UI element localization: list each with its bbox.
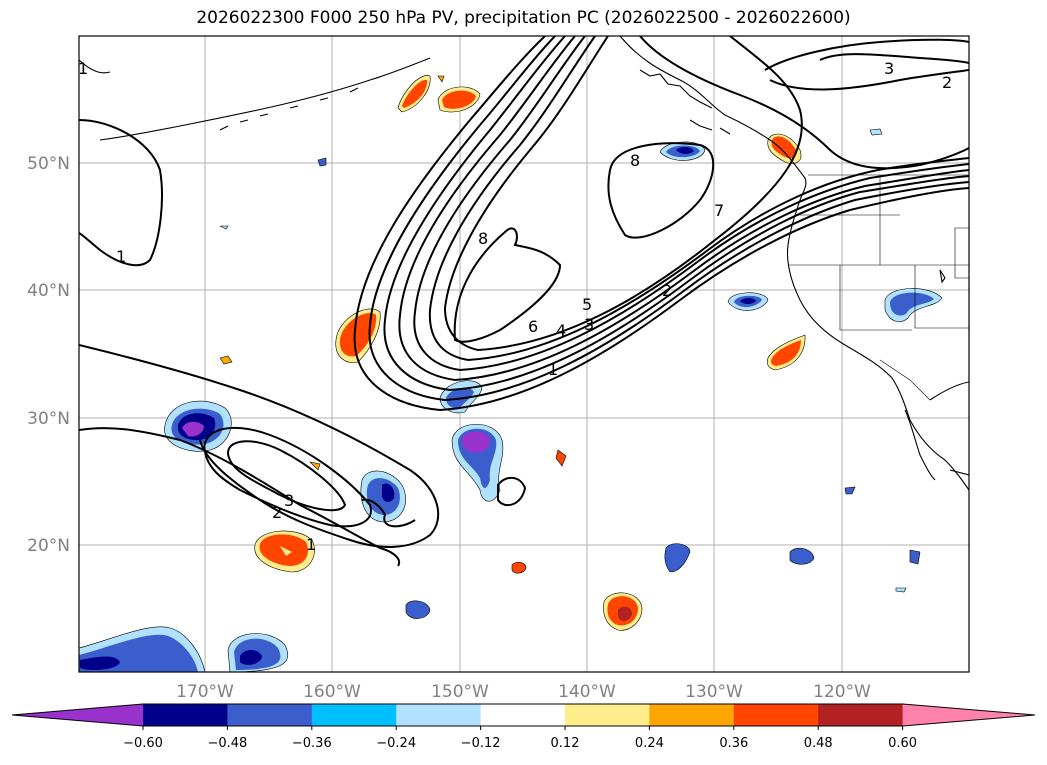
contour-label: 8 xyxy=(478,229,488,248)
map-background xyxy=(79,36,969,672)
positive-anomaly-137w-14n xyxy=(603,592,643,631)
colorbar: −0.60 −0.48 −0.36 −0.24 −0.12 0.12 0.24 0.36 0.4… xyxy=(11,703,1036,751)
contour-label: 2 xyxy=(272,503,282,522)
precipitation-shading xyxy=(79,75,943,672)
contour-label: 6 xyxy=(528,317,538,336)
map-content: 1 1 1 1 2 2 2 3 3 3 4 5 6 7 8 8 xyxy=(78,36,969,672)
negative-anomaly-163w-12n xyxy=(227,633,289,672)
contour-label: 4 xyxy=(556,321,566,340)
colorbar-segment xyxy=(565,704,650,726)
positive-anomaly-125w-34n xyxy=(766,334,806,371)
negative-anomaly-small xyxy=(219,128,921,619)
lon-label-150w: 150°W xyxy=(431,682,489,702)
negative-anomaly-115w-39n xyxy=(884,288,943,323)
contour-label: 5 xyxy=(582,295,592,314)
contour-label: 3 xyxy=(884,59,894,78)
latitude-labels: 50°N 40°N 30°N 20°N xyxy=(27,154,70,556)
colorbar-tick-label: −0.12 xyxy=(461,736,501,751)
colorbar-segment xyxy=(143,704,228,726)
colorbar-segment xyxy=(649,704,735,726)
colorbar-segment xyxy=(480,704,566,726)
contour-label: 8 xyxy=(630,151,640,170)
borders xyxy=(788,174,969,401)
pv-contours xyxy=(79,36,969,567)
gridlines xyxy=(79,36,969,672)
contour-label: 1 xyxy=(306,535,316,554)
longitude-labels: 170°W 160°W 150°W 140°W 130°W 120°W xyxy=(176,682,871,702)
contour-label: 1 xyxy=(116,247,126,266)
colorbar-tick-label: 0.48 xyxy=(804,736,833,751)
contour-label: 3 xyxy=(284,491,294,510)
colorbar-segment xyxy=(733,704,819,726)
positive-anomaly-small xyxy=(219,75,567,574)
contour-label: 2 xyxy=(942,73,952,92)
colorbar-extend-min xyxy=(12,704,143,726)
colorbar-segment xyxy=(311,704,397,726)
colorbar-segment xyxy=(227,704,313,726)
contour-label: 3 xyxy=(584,315,594,334)
positive-anomaly-125w-51n xyxy=(767,133,802,164)
colorbar-tick-label: −0.60 xyxy=(123,736,163,751)
negative-anomaly-127w-38n xyxy=(727,292,769,311)
map-title: 2026022300 F000 250 hPa PV, precipitatio… xyxy=(196,8,851,28)
colorbar-tick-label: −0.48 xyxy=(207,736,247,751)
contour-label: 7 xyxy=(714,201,724,220)
contour-label: 1 xyxy=(78,59,88,78)
positive-anomaly-157w-37n xyxy=(335,308,381,363)
lat-label-20n: 20°N xyxy=(27,536,70,556)
coastlines xyxy=(79,36,969,491)
lon-label-120w: 120°W xyxy=(813,682,871,702)
lat-label-30n: 30°N xyxy=(27,409,70,429)
lat-label-40n: 40°N xyxy=(27,281,70,301)
colorbar-tick-label: 0.24 xyxy=(635,736,664,751)
lon-label-130w: 130°W xyxy=(685,682,743,702)
negative-anomaly-175w-12n xyxy=(79,626,206,672)
map-frame xyxy=(78,35,970,673)
colorbar-tick-label: −0.24 xyxy=(376,736,416,751)
colorbar-segment xyxy=(396,704,482,726)
negative-anomaly-148w-28n xyxy=(451,423,504,502)
positive-anomaly-150w-56n xyxy=(397,75,481,113)
colorbar-segment xyxy=(818,704,904,726)
negative-anomaly-133w-51n xyxy=(659,141,706,161)
contour-label: 1 xyxy=(548,360,558,379)
lon-label-160w: 160°W xyxy=(303,682,361,702)
colorbar-tick-label: 0.60 xyxy=(888,736,917,751)
colorbar-tick-label: 0.36 xyxy=(719,736,748,751)
colorbar-tick-label: 0.12 xyxy=(551,736,580,751)
contour-labels: 1 1 1 1 2 2 2 3 3 3 4 5 6 7 8 8 xyxy=(78,59,952,554)
colorbar-extend-max xyxy=(902,704,1035,726)
lon-label-170w: 170°W xyxy=(176,682,234,702)
lat-label-50n: 50°N xyxy=(27,154,70,174)
negative-anomaly-153w-24n xyxy=(360,470,406,523)
lon-label-140w: 140°W xyxy=(558,682,616,702)
contour-label: 2 xyxy=(662,281,672,300)
colorbar-tick-label: −0.36 xyxy=(292,736,332,751)
positive-anomaly-163w-20n xyxy=(254,530,315,573)
